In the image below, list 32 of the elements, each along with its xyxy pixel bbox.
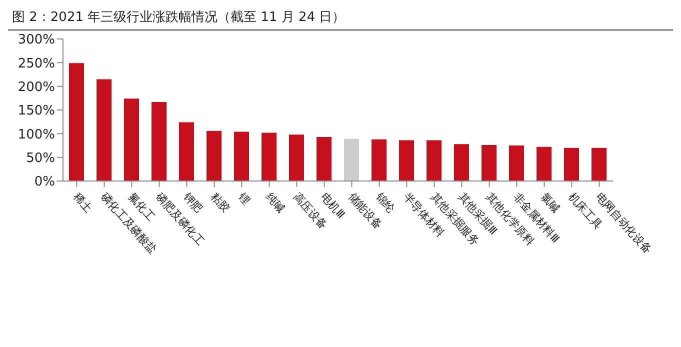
chart-title: 图 2：2021 年三级行业涨跌幅情况（截至 11 月 24 日） — [8, 8, 673, 31]
bar — [96, 79, 112, 181]
bar — [509, 146, 524, 181]
x-tick-label: 粘胶 — [208, 190, 232, 216]
bar — [482, 145, 496, 181]
y-tick-label: 0% — [34, 174, 55, 190]
bar — [179, 122, 194, 181]
bar — [152, 102, 166, 181]
bar — [124, 98, 139, 181]
x-tick-label: 稀土 — [70, 190, 95, 216]
bar — [69, 63, 84, 181]
bar — [399, 140, 414, 181]
bar — [454, 144, 469, 181]
x-tick-label: 锂 — [234, 190, 253, 208]
y-tick-label: 300% — [18, 32, 55, 48]
bar — [564, 148, 579, 181]
bar — [234, 132, 249, 181]
bar — [316, 136, 332, 181]
bar — [262, 132, 276, 181]
bar — [289, 134, 304, 181]
y-tick-label: 150% — [18, 104, 55, 119]
bar — [536, 146, 552, 181]
y-tick-label: 250% — [18, 56, 55, 72]
y-tick-label: 200% — [18, 80, 55, 95]
x-tick-label: 纯碱 — [263, 190, 288, 216]
bar — [426, 140, 442, 181]
bar — [206, 130, 222, 181]
bar — [592, 148, 606, 181]
bar — [372, 139, 386, 181]
bar — [344, 138, 359, 181]
y-tick-label: 50% — [26, 150, 55, 166]
y-tick-label: 100% — [18, 127, 55, 142]
